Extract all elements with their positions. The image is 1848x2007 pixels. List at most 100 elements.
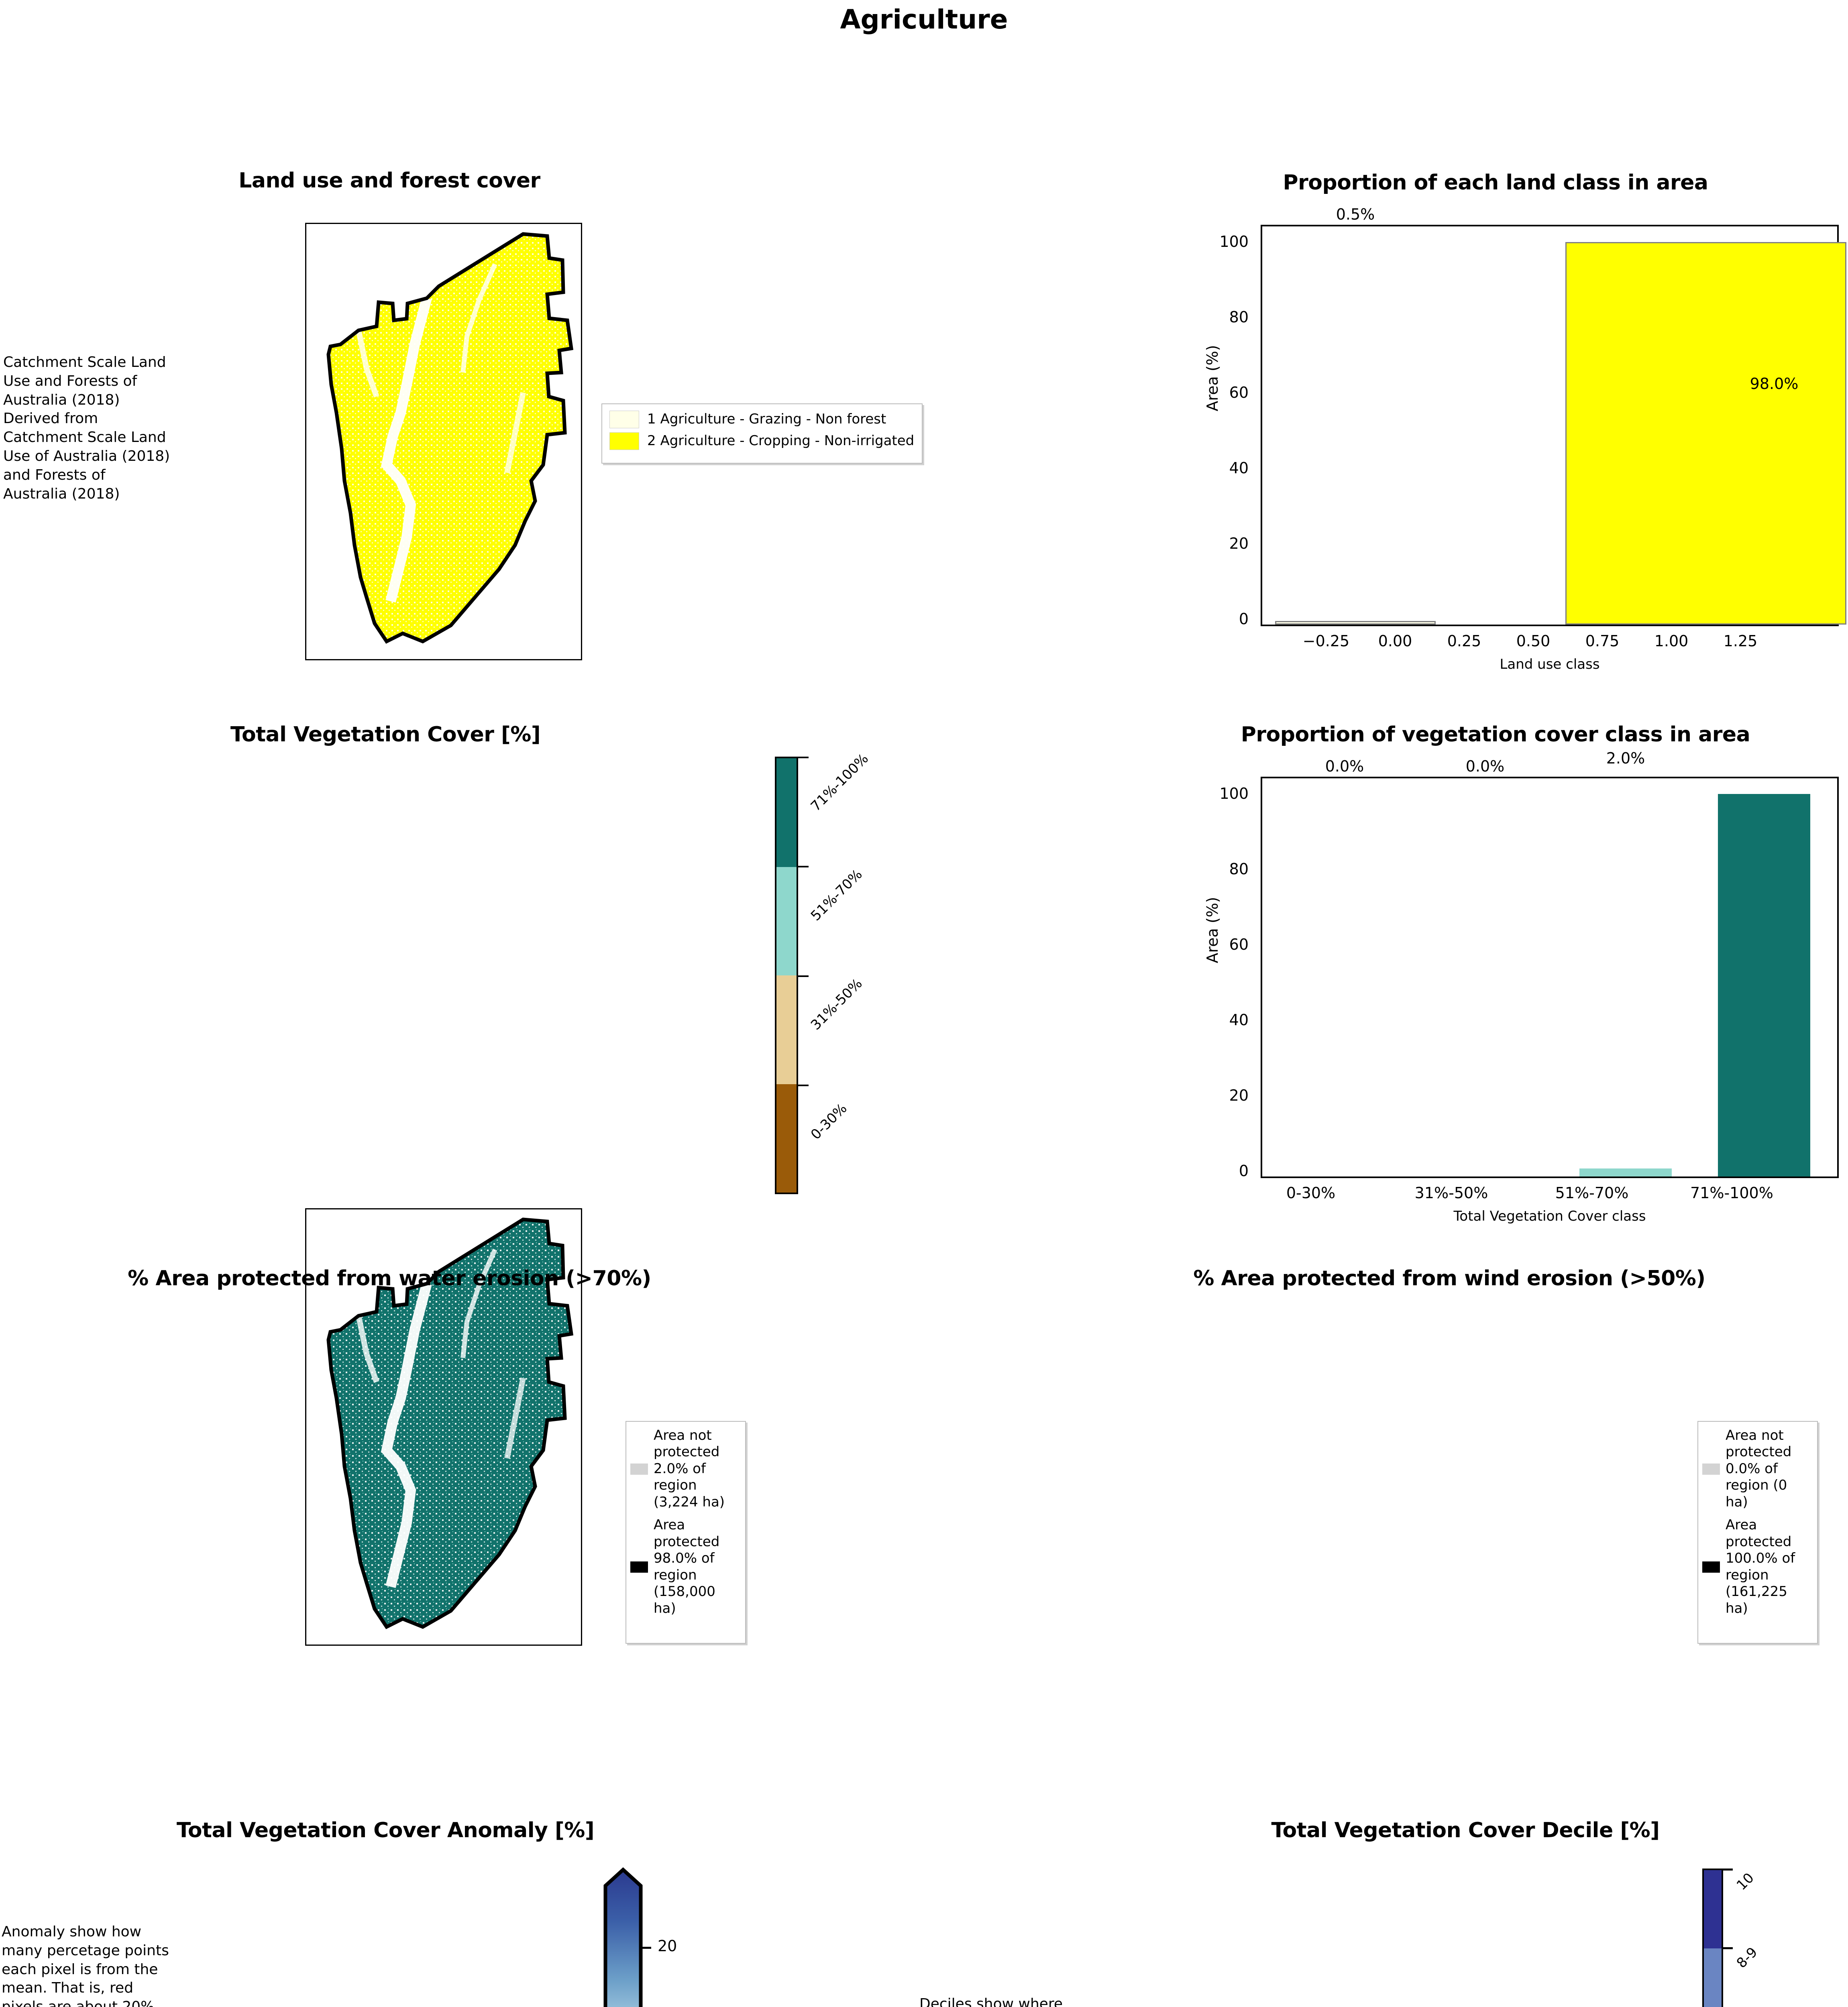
xtick-000: 0.00 bbox=[1378, 632, 1412, 650]
landclass-chart-title: Proportion of each land class in area bbox=[1283, 171, 1708, 195]
xtick-025: 0.25 bbox=[1447, 632, 1481, 650]
vegclass-xlabel: Total Vegetation Cover class bbox=[1453, 1208, 1646, 1224]
xtick-0-30: 0-30% bbox=[1286, 1184, 1336, 1202]
legend-label-not-protected: Area not protected 0.0% of region (0 ha) bbox=[1726, 1427, 1792, 1510]
landclass-chart: Area (%) 0 20 40 60 80 100 0.5% 99.5% −0… bbox=[1188, 206, 1848, 672]
landclass-xlabel: Land use class bbox=[1500, 656, 1600, 672]
landuse-side-note: Catchment Scale Land Use and Forests of … bbox=[3, 354, 170, 502]
legend-item: Area protected 100.0% of region (161,225… bbox=[1702, 1517, 1813, 1617]
vegcover-colorbar: 71%-100% 51%-70% 31%-50% 0-30% bbox=[775, 751, 919, 1194]
xtick-51-70: 51%-70% bbox=[1555, 1184, 1629, 1202]
cb-tick bbox=[798, 975, 809, 977]
vegcover-map-shape bbox=[326, 1217, 574, 1629]
landuse-legend: 1 Agriculture - Grazing - Non forest 2 A… bbox=[601, 403, 923, 464]
cb-tick bbox=[798, 757, 809, 758]
cb-label-0-30: 0-30% bbox=[807, 1100, 850, 1143]
vegcover-colorbar-bar bbox=[775, 757, 798, 1194]
cb-tick bbox=[1723, 1947, 1733, 1949]
ytick-100: 100 bbox=[1219, 233, 1249, 250]
page-title: Agriculture bbox=[840, 4, 1008, 35]
legend-swatch-grazing bbox=[609, 411, 639, 428]
vegcover-map bbox=[305, 1208, 582, 1646]
ytick-60: 60 bbox=[1229, 936, 1249, 953]
legend-swatch-not-protected bbox=[1702, 1463, 1720, 1475]
legend-label-grazing: 1 Agriculture - Grazing - Non forest bbox=[647, 411, 886, 427]
ytick-60: 60 bbox=[1229, 384, 1249, 401]
legend-swatch-protected bbox=[630, 1561, 648, 1573]
legend-item: Area not protected 0.0% of region (0 ha) bbox=[1702, 1427, 1813, 1510]
ytick-0: 0 bbox=[1239, 610, 1249, 628]
landuse-map-shape bbox=[326, 232, 574, 644]
ytick-80: 80 bbox=[1229, 860, 1249, 878]
legend-label-protected: Area protected 100.0% of region (161,225… bbox=[1726, 1517, 1795, 1616]
vegclass-ylabel: Area (%) bbox=[1204, 897, 1221, 963]
cb-seg-71-100 bbox=[776, 758, 797, 867]
decile-cb-label-10: 10 bbox=[1733, 1870, 1757, 1894]
xtick-050: 0.50 bbox=[1516, 632, 1551, 650]
legend-item: 1 Agriculture - Grazing - Non forest bbox=[609, 411, 915, 428]
decile-cb-label-8-9: 8-9 bbox=[1733, 1944, 1761, 1972]
cb-tick bbox=[641, 1947, 651, 1949]
bar-cropping bbox=[1565, 242, 1846, 625]
cb-seg-31-50 bbox=[776, 975, 797, 1084]
ytick-20: 20 bbox=[1229, 535, 1249, 552]
cb-seg-51-70 bbox=[776, 867, 797, 975]
anomaly-cb-tick-20: 20 bbox=[658, 1937, 677, 1955]
ytick-40: 40 bbox=[1229, 459, 1249, 477]
cb-seg-10 bbox=[1704, 1870, 1722, 1948]
bar-grazing bbox=[1275, 621, 1436, 625]
landclass-ylabel: Area (%) bbox=[1204, 345, 1221, 411]
water-erosion-legend: Area not protected 2.0% of region (3,224… bbox=[626, 1421, 746, 1644]
xtick-n025: −0.25 bbox=[1302, 632, 1350, 650]
landuse-map-title: Land use and forest cover bbox=[238, 169, 540, 193]
decile-colorbar: 10 8-9 4-7 2-3 1 bbox=[1702, 1869, 1847, 2007]
vegclass-chart: Area (%) 0 20 40 60 80 100 0.0% 0.0% 2.0… bbox=[1188, 375, 1848, 1224]
bar-71-100 bbox=[1718, 794, 1810, 1177]
legend-item: 2 Agriculture - Cropping - Non-irrigated bbox=[609, 432, 915, 450]
cb-label-51-70: 51%-70% bbox=[807, 866, 866, 924]
bar-label-71-100: 98.0% bbox=[1750, 375, 1799, 393]
bar-51-70 bbox=[1579, 1168, 1672, 1177]
ytick-20: 20 bbox=[1229, 1087, 1249, 1104]
anomaly-side-note: Anomaly show how many percetage points e… bbox=[2, 1924, 169, 2007]
xtick-125: 1.25 bbox=[1723, 632, 1758, 650]
xtick-71-100: 71%-100% bbox=[1690, 1184, 1773, 1202]
xtick-31-50: 31%-50% bbox=[1414, 1184, 1488, 1202]
cb-label-71-100: 71%-100% bbox=[807, 751, 872, 815]
legend-swatch-not-protected bbox=[630, 1463, 648, 1475]
cb-tick bbox=[798, 1085, 809, 1086]
landclass-plot-area: 0.5% 99.5% bbox=[1261, 206, 1846, 626]
wind-erosion-map-title: % Area protected from wind erosion (>50%… bbox=[1193, 1266, 1705, 1291]
cb-seg-8-9 bbox=[1704, 1948, 1722, 2007]
vegcover-map-title: Total Vegetation Cover [%] bbox=[230, 723, 541, 747]
ytick-80: 80 bbox=[1229, 308, 1249, 326]
xtick-075: 0.75 bbox=[1585, 632, 1620, 650]
bar-label-0-30: 0.0% bbox=[1325, 757, 1364, 775]
bar-label-51-70: 2.0% bbox=[1606, 749, 1645, 767]
ytick-100: 100 bbox=[1219, 785, 1249, 802]
water-erosion-map-title: % Area protected from water erosion (>70… bbox=[128, 1266, 651, 1291]
bar-label-grazing: 0.5% bbox=[1336, 206, 1375, 223]
legend-label-not-protected: Area not protected 2.0% of region (3,224… bbox=[654, 1427, 725, 1510]
wind-erosion-legend: Area not protected 0.0% of region (0 ha)… bbox=[1697, 1421, 1818, 1644]
ytick-0: 0 bbox=[1239, 1162, 1249, 1180]
decile-map-title: Total Vegetation Cover Decile [%] bbox=[1271, 1818, 1660, 1842]
legend-swatch-protected bbox=[1702, 1561, 1720, 1573]
anomaly-colorbar: 20 10 0 −10 −20 bbox=[602, 1867, 707, 2007]
legend-item: Area not protected 2.0% of region (3,224… bbox=[630, 1427, 741, 1510]
xtick-100: 1.00 bbox=[1654, 632, 1689, 650]
vegclass-chart-title: Proportion of vegetation cover class in … bbox=[1241, 723, 1750, 747]
cb-tick bbox=[798, 866, 809, 867]
ytick-40: 40 bbox=[1229, 1011, 1249, 1029]
legend-swatch-cropping bbox=[609, 432, 639, 450]
decile-colorbar-bar bbox=[1702, 1869, 1723, 2007]
landuse-map bbox=[305, 223, 582, 660]
vegclass-plot-area: 0.0% 0.0% 2.0% 98.0% bbox=[1261, 375, 1839, 1178]
cb-seg-0-30 bbox=[776, 1084, 797, 1193]
legend-label-cropping: 2 Agriculture - Cropping - Non-irrigated bbox=[647, 433, 915, 449]
cb-tick bbox=[1723, 1869, 1733, 1871]
anomaly-map-title: Total Vegetation Cover Anomaly [%] bbox=[176, 1818, 595, 1842]
cb-label-31-50: 31%-50% bbox=[807, 975, 866, 1034]
anomaly-colorbar-bar bbox=[603, 1867, 643, 2007]
bar-label-31-50: 0.0% bbox=[1465, 757, 1505, 775]
